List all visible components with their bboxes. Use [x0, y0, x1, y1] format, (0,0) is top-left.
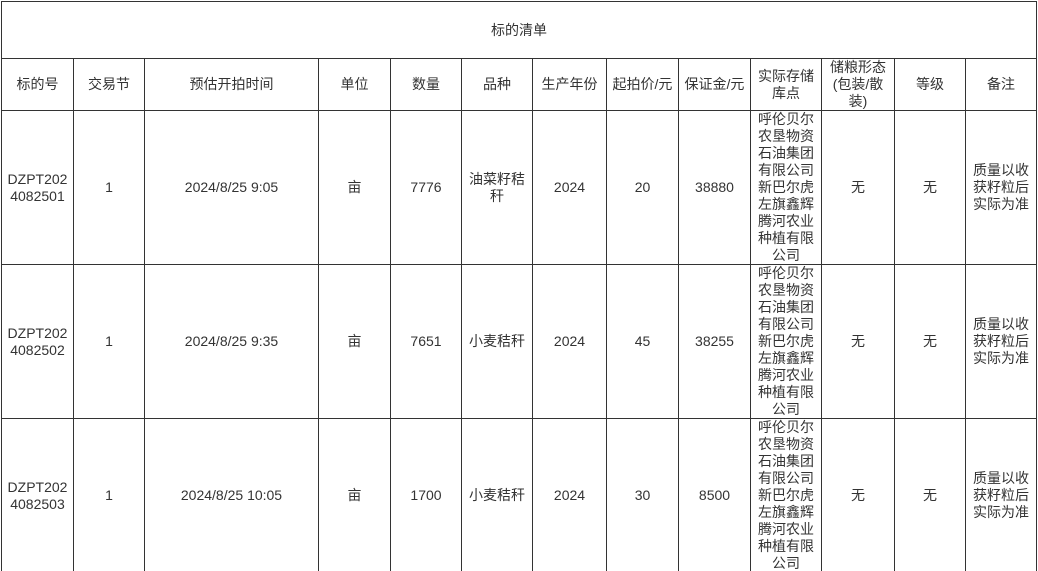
cell-grain-form: 无 [821, 418, 895, 571]
cell-quantity: 7776 [390, 110, 462, 265]
table-header-row: 标的号 交易节 预估开拍时间 单位 数量 品种 生产年份 起拍价/元 保证金/元… [1, 58, 1037, 111]
header-storage: 实际存储库点 [750, 58, 822, 111]
header-start-price: 起拍价/元 [606, 58, 679, 111]
cell-start-price: 20 [606, 110, 679, 265]
cell-start-price: 45 [606, 264, 679, 419]
cell-year: 2024 [532, 418, 607, 571]
cell-target-no: DZPT2024082502 [1, 264, 74, 419]
cell-remark: 质量以收获籽粒后实际为准 [965, 418, 1037, 571]
header-year: 生产年份 [532, 58, 607, 111]
cell-grade: 无 [894, 418, 966, 571]
cell-variety: 小麦秸秆 [461, 418, 533, 571]
cell-target-no: DZPT2024082501 [1, 110, 74, 265]
cell-grade: 无 [894, 264, 966, 419]
cell-start-price: 30 [606, 418, 679, 571]
cell-deposit: 8500 [678, 418, 751, 571]
cell-grain-form: 无 [821, 110, 895, 265]
table-title-row: 标的清单 [1, 1, 1037, 59]
header-unit: 单位 [318, 58, 391, 111]
cell-start-time: 2024/8/25 9:35 [144, 264, 319, 419]
cell-unit: 亩 [318, 418, 391, 571]
cell-quantity: 1700 [390, 418, 462, 571]
header-deposit: 保证金/元 [678, 58, 751, 111]
cell-target-no: DZPT2024082503 [1, 418, 74, 571]
cell-unit: 亩 [318, 264, 391, 419]
table-row: DZPT2024082503 1 2024/8/25 10:05 亩 1700 … [1, 418, 1037, 571]
cell-year: 2024 [532, 110, 607, 265]
header-variety: 品种 [461, 58, 533, 111]
header-start-time: 预估开拍时间 [144, 58, 319, 111]
cell-deposit: 38255 [678, 264, 751, 419]
header-remark: 备注 [965, 58, 1037, 111]
cell-deposit: 38880 [678, 110, 751, 265]
table-title: 标的清单 [1, 1, 1037, 59]
cell-session: 1 [73, 110, 145, 265]
cell-quantity: 7651 [390, 264, 462, 419]
header-grain-form: 储粮形态(包装/散装) [821, 58, 895, 111]
cell-remark: 质量以收获籽粒后实际为准 [965, 264, 1037, 419]
cell-storage: 呼伦贝尔农垦物资石油集团有限公司新巴尔虎左旗鑫辉腾河农业种植有限公司 [750, 264, 822, 419]
table-row: DZPT2024082501 1 2024/8/25 9:05 亩 7776 油… [1, 110, 1037, 265]
cell-start-time: 2024/8/25 10:05 [144, 418, 319, 571]
cell-grain-form: 无 [821, 264, 895, 419]
cell-remark: 质量以收获籽粒后实际为准 [965, 110, 1037, 265]
cell-year: 2024 [532, 264, 607, 419]
cell-unit: 亩 [318, 110, 391, 265]
cell-storage: 呼伦贝尔农垦物资石油集团有限公司新巴尔虎左旗鑫辉腾河农业种植有限公司 [750, 418, 822, 571]
cell-session: 1 [73, 264, 145, 419]
cell-session: 1 [73, 418, 145, 571]
cell-storage: 呼伦贝尔农垦物资石油集团有限公司新巴尔虎左旗鑫辉腾河农业种植有限公司 [750, 110, 822, 265]
cell-grade: 无 [894, 110, 966, 265]
cell-variety: 小麦秸秆 [461, 264, 533, 419]
table-row: DZPT2024082502 1 2024/8/25 9:35 亩 7651 小… [1, 264, 1037, 419]
cell-start-time: 2024/8/25 9:05 [144, 110, 319, 265]
header-session: 交易节 [73, 58, 145, 111]
header-target-no: 标的号 [1, 58, 74, 111]
header-grade: 等级 [894, 58, 966, 111]
cell-variety: 油菜籽秸秆 [461, 110, 533, 265]
header-quantity: 数量 [390, 58, 462, 111]
